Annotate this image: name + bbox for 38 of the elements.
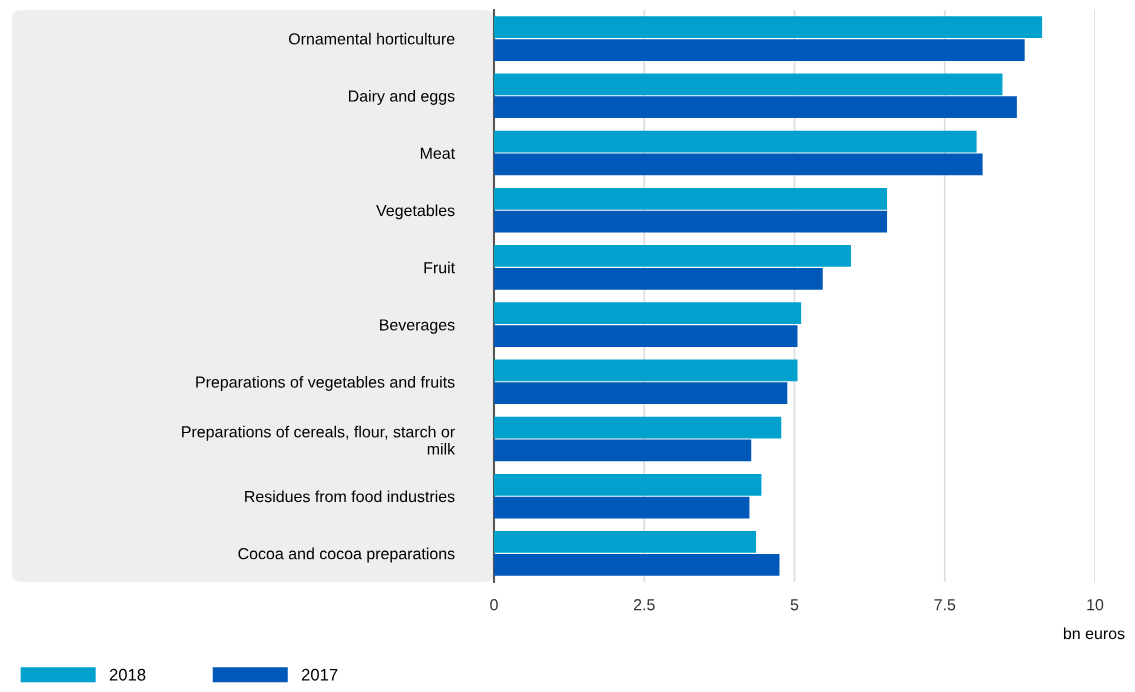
bar — [494, 39, 1025, 61]
bar — [494, 473, 762, 496]
bar — [494, 73, 1003, 96]
x-axis-title: bn euros — [1063, 627, 1125, 640]
x-tick-label: 5 — [790, 599, 799, 611]
bar — [494, 439, 752, 462]
x-tick-label: 10 — [1087, 599, 1104, 611]
legend-label: 2017 — [301, 668, 338, 681]
bar — [494, 130, 977, 153]
bar — [494, 16, 1043, 39]
bar — [494, 210, 888, 233]
bar — [494, 267, 823, 290]
bar — [494, 302, 802, 325]
y-tick-label: Beverages — [380, 319, 455, 334]
bar — [494, 531, 757, 553]
bar — [494, 245, 851, 267]
legend-label: 2018 — [109, 668, 146, 681]
bar — [494, 496, 750, 519]
y-tick-label: Cocoa and cocoa preparations — [238, 547, 455, 563]
x-tick-label: 2.5 — [633, 599, 655, 611]
y-tick-label: Vegetables — [376, 204, 455, 220]
y-tick-label: Preparations of cereals, flour, starch or milk — [182, 425, 456, 455]
bar — [494, 359, 798, 382]
bar — [494, 553, 780, 576]
bar — [494, 382, 788, 405]
x-tick-label: 7.5 — [934, 599, 956, 611]
bar — [494, 96, 1017, 119]
y-tick-label: Residues from food industries — [245, 490, 455, 503]
bar — [494, 416, 782, 439]
y-tick-label: Meat — [420, 147, 455, 159]
y-tick-label: Ornamental horticulture — [288, 32, 455, 45]
bar — [494, 153, 983, 176]
y-tick-label: Preparations of vegetables and fruits — [196, 376, 455, 391]
bar — [494, 325, 798, 347]
x-tick-label: 0 — [490, 599, 498, 611]
y-tick-label: Dairy and eggs — [349, 90, 455, 105]
bar — [494, 187, 888, 210]
y-tick-label: Fruit — [424, 261, 455, 274]
